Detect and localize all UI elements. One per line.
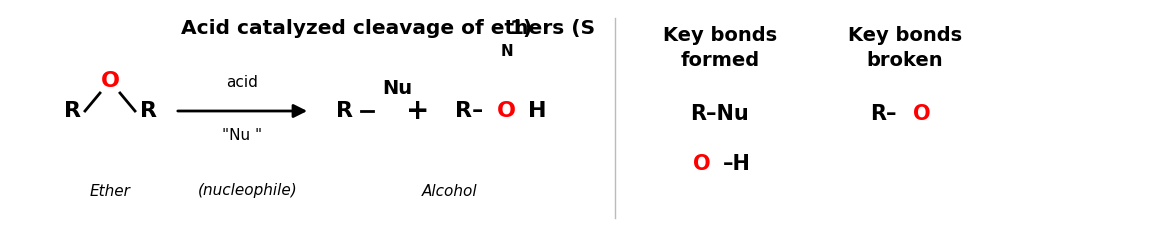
Text: O: O [498, 101, 516, 121]
Text: –H: –H [723, 154, 751, 174]
Text: R: R [63, 101, 81, 121]
Text: O: O [100, 71, 119, 91]
Text: H: H [528, 101, 547, 121]
Text: acid: acid [227, 76, 258, 90]
Text: O: O [913, 104, 931, 124]
Text: 1): 1) [509, 19, 533, 38]
Text: R–: R– [870, 104, 896, 124]
Text: Acid catalyzed cleavage of ethers (S: Acid catalyzed cleavage of ethers (S [181, 19, 596, 38]
Text: "Nu ": "Nu " [222, 127, 263, 143]
Text: Key bonds
formed: Key bonds formed [663, 26, 777, 70]
Text: Key bonds
broken: Key bonds broken [848, 26, 962, 70]
Text: (nucleophile): (nucleophile) [197, 184, 298, 198]
Text: Nu: Nu [382, 80, 412, 98]
Text: R: R [336, 101, 354, 121]
Text: N: N [500, 44, 513, 59]
Text: R: R [139, 101, 157, 121]
Text: R–Nu: R–Nu [690, 104, 750, 124]
Text: Alcohol: Alcohol [422, 184, 478, 198]
Text: R–: R– [456, 101, 484, 121]
Text: O: O [693, 154, 711, 174]
Text: Ether: Ether [90, 184, 131, 198]
Text: +: + [406, 97, 430, 125]
